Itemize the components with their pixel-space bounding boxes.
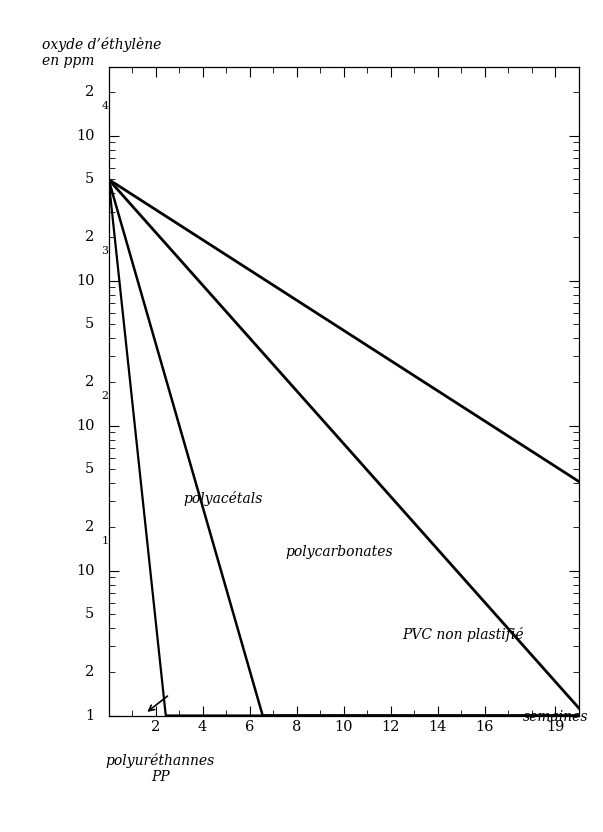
Text: 10: 10 <box>76 274 95 288</box>
Text: 2: 2 <box>85 230 95 244</box>
Text: PVC non plastifié: PVC non plastifié <box>403 627 524 642</box>
Text: 5: 5 <box>85 463 95 476</box>
Text: polyuréthannes
PP: polyuréthannes PP <box>106 753 215 785</box>
Text: 1: 1 <box>85 709 95 722</box>
Text: 2: 2 <box>85 665 95 679</box>
Text: 3: 3 <box>101 246 109 256</box>
Text: en ppm: en ppm <box>42 54 95 68</box>
Text: semaines: semaines <box>522 711 588 724</box>
Text: 1: 1 <box>101 536 109 546</box>
Text: polycarbonates: polycarbonates <box>285 545 393 559</box>
Text: 10: 10 <box>76 129 95 143</box>
Text: 5: 5 <box>85 172 95 186</box>
Text: 2: 2 <box>85 375 95 389</box>
Text: oxyde d’éthylène: oxyde d’éthylène <box>42 37 162 52</box>
Text: 2: 2 <box>85 85 95 99</box>
Text: 4: 4 <box>101 102 109 111</box>
Text: 5: 5 <box>85 317 95 331</box>
Text: 10: 10 <box>76 418 95 433</box>
Text: 2: 2 <box>85 520 95 534</box>
Text: 5: 5 <box>85 607 95 622</box>
Text: polyacétals: polyacétals <box>184 491 263 506</box>
Text: 10: 10 <box>76 563 95 577</box>
Text: 2: 2 <box>101 391 109 401</box>
